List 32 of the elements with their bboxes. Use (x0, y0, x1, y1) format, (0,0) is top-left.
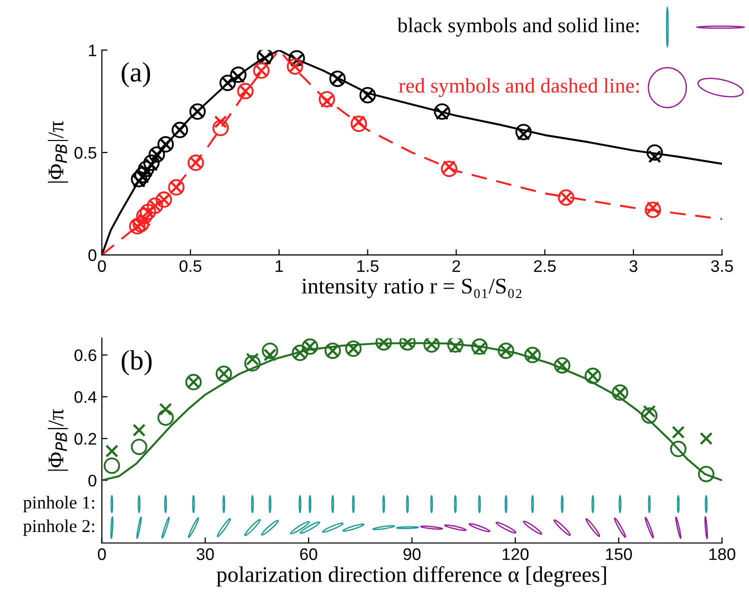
y-axis-title: |Φ$_{PB}$|/π (48, 409, 68, 471)
y-tick-label: 0.4 (74, 391, 97, 403)
text: pinhole 1: (23, 496, 94, 512)
y-axis-title: |Φ$_{PB}$|/π (48, 121, 68, 183)
x-axis-title: intensity ratio r = S₀₁/S₀₂ (302, 278, 522, 298)
annotation: red symbols and dashed line: (398, 78, 639, 98)
x-axis-title: polarization direction difference α [degrees] (216, 566, 606, 587)
text: black symbols and solid line: (397, 18, 639, 37)
x-tick-label: 150 (606, 548, 632, 560)
x-tick-label: 3.5 (711, 260, 733, 272)
x-tick-label: 1 (276, 260, 283, 272)
x-tick-label: 0 (98, 260, 106, 272)
x-tick-label: 60 (300, 548, 318, 560)
y-tick-label: 0.5 (74, 146, 96, 159)
x-tick-label: 2 (452, 260, 460, 272)
x-tick-label: 2.5 (534, 260, 556, 272)
x-tick-label: 1.5 (357, 260, 379, 272)
annotation: (a) (122, 62, 150, 88)
x-tick-label: 120 (502, 548, 529, 560)
y-tick-label: 0.6 (74, 349, 96, 362)
x-tick-label: 30 (196, 548, 214, 560)
text: pinhole 2: (23, 519, 94, 536)
x-tick-label: 3 (629, 260, 638, 272)
y-tick-label: 0.2 (74, 432, 96, 445)
y-tick-label: 0 (88, 249, 96, 262)
x-tick-label: 180 (709, 548, 736, 560)
x-tick-label: 0 (98, 548, 106, 560)
y-tick-label: 1 (89, 44, 96, 56)
x-tick-label: 90 (403, 548, 421, 560)
annotation: (b) (122, 350, 152, 376)
y-tick-label: 0 (88, 474, 96, 487)
x-tick-label: 0.5 (180, 260, 202, 272)
